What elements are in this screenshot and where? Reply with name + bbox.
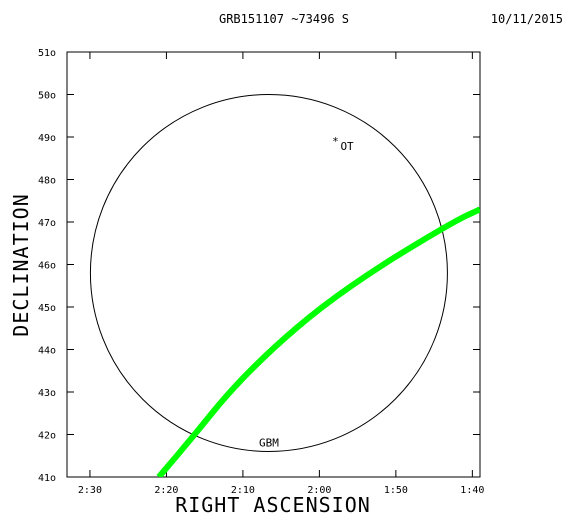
y-tick-label: 51o <box>38 48 56 59</box>
y-tick-label: 44o <box>38 346 56 357</box>
x-tick-label: 1:50 <box>384 485 408 496</box>
chart-date: 10/11/2015 <box>491 12 563 26</box>
y-tick-label: 47o <box>38 218 56 229</box>
y-tick-label: 46o <box>38 261 56 272</box>
x-tick-label: 1:40 <box>460 485 484 496</box>
ot-marker-symbol: * <box>332 135 339 148</box>
gbm-label: GBM <box>259 437 279 450</box>
y-tick-label: 50o <box>38 91 56 102</box>
gbm-error-circle <box>89 94 448 452</box>
x-tick-label: 2:00 <box>307 485 331 496</box>
y-tick-label: 49o <box>38 133 56 144</box>
y-axis-title: DECLINATION <box>9 193 33 336</box>
plot-frame <box>66 51 481 478</box>
chart-title: GRB151107 ~73496 S <box>219 12 349 26</box>
x-tick-label: 2:10 <box>231 485 255 496</box>
ot-label: OT <box>340 140 354 153</box>
x-tick-label: 2:20 <box>154 485 178 496</box>
y-tick-label: 48o <box>38 176 56 187</box>
x-tick-label: 2:30 <box>78 485 102 496</box>
axis-ticks: 51o 50o 49o 48o 47o 46o 45o 44o 43o 42o 41o 2:30 2:2… <box>38 48 484 496</box>
y-tick-label: 43o <box>38 388 56 399</box>
y-tick-label: 42o <box>38 431 56 442</box>
y-tick-label: 45o <box>38 303 56 314</box>
localization-band <box>156 206 480 477</box>
x-axis-title: RIGHT ASCENSION <box>175 493 371 517</box>
plot-series: GBM * OT <box>89 94 480 477</box>
y-tick-label: 41o <box>38 473 56 484</box>
